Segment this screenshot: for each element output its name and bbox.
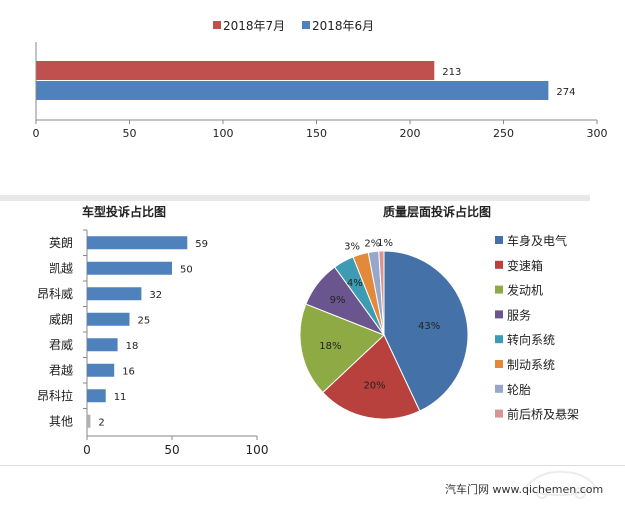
x-tick-label: 0 [83, 443, 91, 457]
x-tick-label: 50 [123, 127, 137, 140]
slice-value-label: 4% [347, 278, 363, 289]
x-tick-label: 300 [587, 127, 608, 140]
legend-label: 前后桥及悬架 [507, 407, 579, 422]
legend-swatch [495, 360, 503, 368]
legend-label: 2018年7月 [223, 19, 285, 33]
model-complaint-chart: 英朗 59 凯越 50 昂科威 32 威朗 25 君威 18 君越 16 昂科拉 11 其他 2 0 50 100 [37, 229, 269, 457]
x-tick-label: 250 [493, 127, 514, 140]
slice-value-label: 3% [344, 242, 360, 253]
x-tick-label: 150 [306, 127, 327, 140]
top-chart-bars: 213 274 [36, 61, 575, 100]
complaints-by-month-chart: 2018年7月 2018年6月 213 274 0 50 100 150 200 250 300 [33, 19, 608, 140]
bar [87, 312, 130, 326]
bar-value-label: 59 [195, 239, 208, 250]
legend-swatch [495, 285, 503, 294]
slice-value-label: 1% [377, 238, 393, 249]
bar-value-label: 274 [556, 87, 575, 98]
legend-swatch [495, 335, 503, 344]
car-logo-watermark-icon [523, 470, 597, 499]
pie-slice [322, 334, 421, 420]
legend-label: 制动系统 [507, 358, 555, 372]
legend-label: 车身及电气 [507, 233, 567, 248]
bar [87, 389, 106, 403]
bar-value-label: 18 [126, 341, 139, 352]
bar-value-label: 11 [114, 392, 127, 403]
bar-value-label: 32 [149, 290, 162, 301]
bar [36, 61, 435, 80]
legend-swatch [495, 409, 503, 418]
bar [87, 261, 172, 275]
legend-label: 变速箱 [507, 258, 543, 273]
category-label: 昂科威 [37, 287, 73, 301]
bar [36, 81, 549, 100]
legend-label: 发动机 [507, 283, 543, 298]
category-label: 英朗 [49, 236, 73, 250]
bar [87, 287, 142, 301]
footer-divider [0, 465, 625, 466]
slice-value-label: 20% [363, 381, 385, 392]
x-tick-label: 100 [213, 127, 234, 140]
bar [87, 414, 91, 428]
slice-value-label: 43% [418, 321, 440, 332]
source-footer: 汽车门网 www.qichemen.com [445, 483, 604, 496]
bar [87, 338, 118, 352]
category-label: 昂科拉 [37, 388, 73, 403]
bar [87, 363, 115, 377]
pie-chart-title: 质量层面投诉占比图 [383, 204, 491, 219]
slice-value-label: 18% [319, 341, 341, 352]
bar [87, 236, 188, 250]
category-label: 君威 [49, 338, 73, 352]
legend-label: 2018年6月 [312, 19, 374, 33]
x-tick-label: 0 [33, 127, 40, 140]
panel-divider [0, 195, 590, 201]
pie-slice [299, 303, 385, 394]
bar-value-label: 2 [98, 417, 104, 428]
slice-value-label: 2% [364, 239, 380, 250]
category-label: 其他 [49, 414, 73, 428]
pie-slice [383, 250, 469, 412]
legend-swatch [495, 310, 503, 319]
top-chart-x-axis: 0 50 100 150 200 250 300 [33, 42, 608, 140]
bar-value-label: 213 [442, 67, 461, 78]
legend-label: 轮胎 [507, 383, 531, 397]
x-tick-label: 200 [400, 127, 421, 140]
bar-value-label: 50 [180, 264, 193, 275]
legend-swatch [495, 384, 503, 393]
x-tick-label: 100 [246, 443, 269, 457]
legend-swatch [495, 260, 503, 269]
slice-value-label: 9% [330, 295, 346, 306]
category-label: 凯越 [49, 261, 73, 275]
bottom-charts: 车型投诉占比图 英朗 59 凯越 50 昂科威 32 威朗 25 君威 18 君越 16 昂科拉 11 其他… [37, 204, 579, 457]
x-tick-label: 50 [164, 443, 179, 457]
category-label: 威朗 [49, 312, 73, 326]
model-chart-title: 车型投诉占比图 [82, 204, 166, 219]
bar-value-label: 25 [138, 315, 151, 326]
legend-swatch [495, 236, 503, 244]
legend-swatch [302, 21, 310, 29]
quality-complaint-pie: 43% 20% 18% 9%4% 3% 2%1% [299, 238, 469, 420]
bar-value-label: 16 [122, 366, 135, 377]
pie-slice [378, 250, 385, 336]
legend-swatch [213, 21, 221, 29]
top-chart-legend: 2018年7月 2018年6月 [213, 19, 374, 33]
legend-label: 服务 [507, 307, 531, 322]
legend-label: 转向系统 [507, 332, 555, 347]
category-label: 君越 [49, 363, 73, 377]
